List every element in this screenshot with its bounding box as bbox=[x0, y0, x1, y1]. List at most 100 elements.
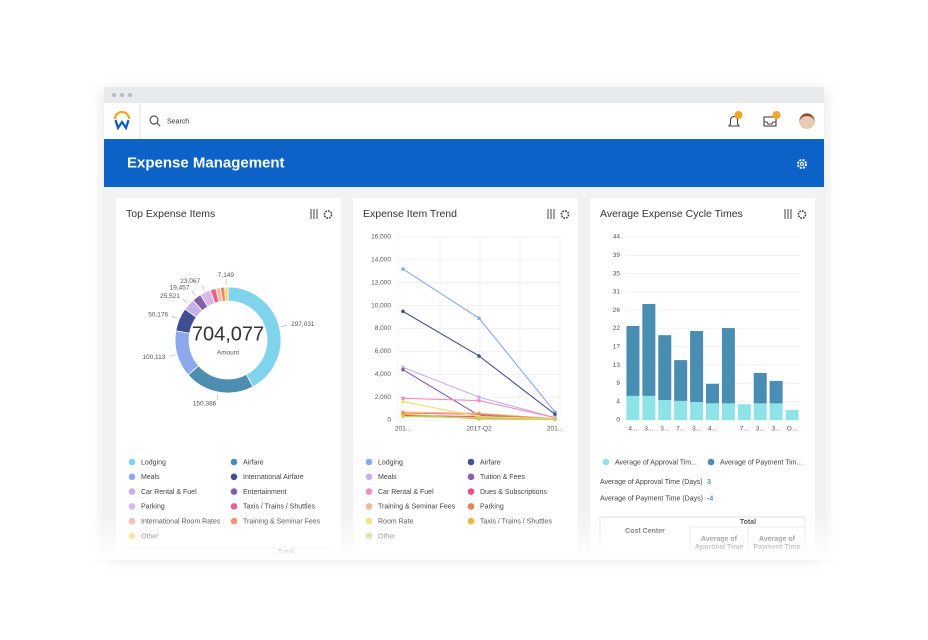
leader-line bbox=[191, 290, 196, 296]
x-tick-label: 3... bbox=[692, 426, 701, 433]
line-point bbox=[401, 309, 405, 314]
title-bar bbox=[104, 87, 824, 103]
x-tick-label: 201... bbox=[547, 426, 563, 433]
legend-label: Meals bbox=[141, 474, 160, 481]
x-tick-label: 7... bbox=[740, 426, 749, 433]
bar-segment bbox=[642, 395, 656, 420]
notifications-button[interactable] bbox=[727, 111, 743, 127]
bar-segment bbox=[706, 383, 719, 404]
settings-button[interactable] bbox=[560, 210, 570, 219]
bar-segment bbox=[642, 303, 656, 396]
filter-button[interactable] bbox=[310, 209, 318, 219]
legend-label: Airfare bbox=[480, 459, 501, 466]
icon-stroke[interactable] bbox=[323, 210, 333, 219]
line-point bbox=[401, 367, 405, 372]
line-point bbox=[401, 396, 405, 401]
leader-line bbox=[201, 284, 205, 291]
leader-line bbox=[182, 298, 188, 304]
settings-button[interactable] bbox=[323, 210, 333, 219]
settings-button[interactable] bbox=[797, 159, 807, 169]
filter-button[interactable] bbox=[784, 209, 792, 219]
legend-label: Average of Approval Tim... bbox=[615, 459, 697, 466]
legend-swatch bbox=[365, 488, 373, 495]
y-tick-label: 4 bbox=[616, 398, 620, 405]
bar-segment bbox=[769, 403, 783, 420]
legend-label: Dues & Subscriptions bbox=[480, 489, 547, 496]
data-label: 25,521 bbox=[160, 293, 180, 300]
x-tick-label: 3... bbox=[772, 426, 781, 433]
icon-stroke[interactable] bbox=[797, 210, 807, 219]
legend-swatch bbox=[230, 503, 238, 510]
bar-segment bbox=[785, 410, 799, 420]
legend-swatch bbox=[230, 458, 238, 466]
legend-swatch bbox=[128, 488, 136, 495]
bar-segment bbox=[721, 403, 735, 420]
legend-label: Airfare bbox=[243, 459, 264, 466]
fade bbox=[90, 515, 840, 560]
line-point bbox=[477, 316, 481, 321]
data-label: 50,176 bbox=[148, 311, 168, 318]
legend-label: Meals bbox=[378, 474, 397, 481]
x-tick-label: 7... bbox=[676, 426, 685, 433]
y-tick-label: 17 bbox=[613, 344, 621, 351]
leader-line bbox=[171, 316, 178, 319]
stat-value[interactable]: 3 bbox=[707, 479, 711, 486]
card-title: Expense Item Trend bbox=[363, 208, 457, 220]
line-point bbox=[401, 414, 405, 419]
card-title: Top Expense Items bbox=[126, 208, 215, 220]
settings-button[interactable] bbox=[797, 210, 807, 219]
legend-swatch bbox=[128, 473, 136, 481]
x-tick-label: 2017-Q2 bbox=[466, 426, 492, 433]
legend-swatch bbox=[467, 488, 475, 495]
x-tick-label: 3... bbox=[660, 426, 669, 433]
legend-label: Training & Seminar Fees bbox=[378, 504, 456, 511]
legend-label: Average of Payment Tim... bbox=[720, 459, 802, 466]
card-title: Average Expense Cycle Times bbox=[600, 208, 743, 220]
y-tick-label: 0 bbox=[616, 417, 620, 424]
data-label: 7,149 bbox=[218, 272, 235, 279]
line-point bbox=[401, 267, 405, 271]
bar-segment bbox=[706, 403, 719, 420]
icon-stroke[interactable] bbox=[560, 210, 570, 219]
avatar[interactable] bbox=[799, 113, 815, 129]
x-tick-label: 201... bbox=[395, 426, 411, 433]
line-point bbox=[553, 412, 557, 417]
bar-segment bbox=[753, 403, 767, 420]
leader-line bbox=[281, 324, 288, 327]
filter-button[interactable] bbox=[547, 209, 555, 219]
y-tick-label: 35 bbox=[613, 270, 621, 277]
x-tick-label: 4... bbox=[708, 426, 717, 433]
legend-swatch bbox=[467, 503, 475, 510]
bar-segment bbox=[753, 373, 767, 404]
y-tick-label: 2,000 bbox=[375, 394, 392, 401]
window-dot bbox=[128, 93, 132, 97]
legend-swatch bbox=[230, 488, 238, 495]
bar-segment bbox=[737, 404, 751, 420]
bar-segment bbox=[769, 380, 783, 404]
bar-segment bbox=[626, 326, 640, 396]
bar-segment bbox=[721, 328, 735, 404]
donut-caption: Amount bbox=[217, 350, 240, 357]
legend-label: Lodging bbox=[141, 459, 166, 466]
stat-value[interactable]: -4 bbox=[707, 495, 713, 502]
y-tick-label: 13 bbox=[613, 362, 621, 369]
search-input[interactable]: Search bbox=[167, 118, 189, 125]
leader-line bbox=[216, 394, 219, 401]
legend-label: Car Rental & Fuel bbox=[141, 489, 197, 496]
bar-segment bbox=[658, 400, 672, 420]
stat-label: Average of Payment Time (Days) bbox=[600, 495, 703, 502]
card bbox=[353, 198, 578, 553]
data-label: 19,457 bbox=[170, 284, 190, 291]
y-tick-label: 8,000 bbox=[375, 325, 392, 332]
bar-segment bbox=[690, 330, 704, 403]
legend-swatch bbox=[128, 503, 136, 510]
y-tick-label: 4,000 bbox=[375, 371, 392, 378]
line-point bbox=[477, 398, 481, 403]
inbox-button[interactable] bbox=[763, 111, 781, 127]
logo[interactable] bbox=[113, 110, 131, 131]
search-icon[interactable] bbox=[149, 115, 161, 127]
line-point bbox=[477, 415, 481, 420]
x-tick-label: O... bbox=[787, 426, 798, 433]
legend-swatch bbox=[365, 503, 373, 510]
